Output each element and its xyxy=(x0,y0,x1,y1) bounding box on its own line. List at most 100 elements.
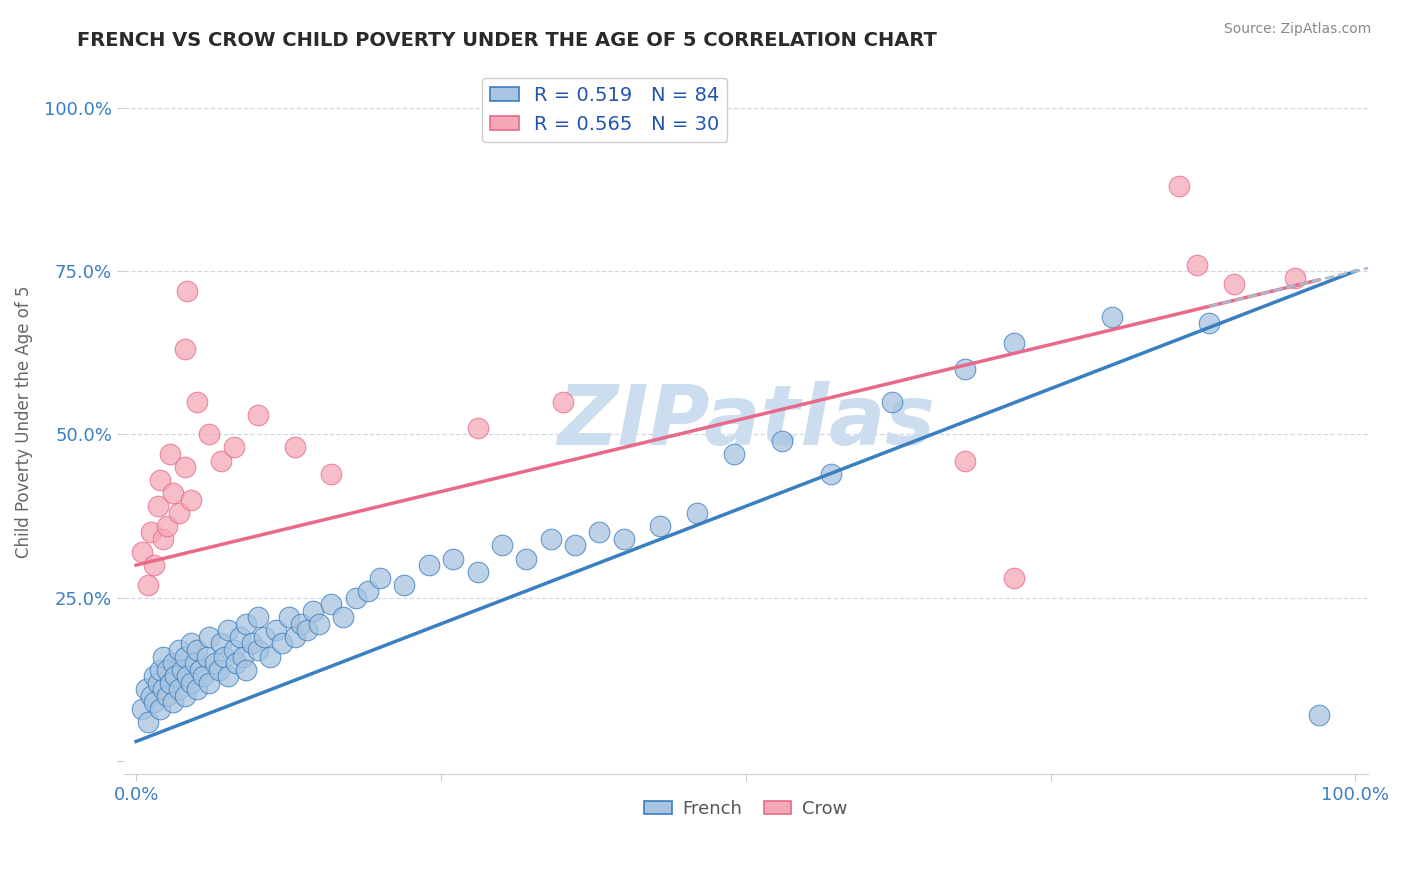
Point xyxy=(131,702,153,716)
Point xyxy=(551,394,574,409)
Point xyxy=(1222,277,1244,292)
Point xyxy=(955,362,977,376)
Point xyxy=(146,675,169,690)
Point xyxy=(186,394,208,409)
Point xyxy=(222,643,245,657)
Point xyxy=(295,624,318,638)
Point xyxy=(162,695,184,709)
Point xyxy=(173,343,195,357)
Point xyxy=(588,525,610,540)
Point xyxy=(186,682,208,697)
Point xyxy=(211,636,233,650)
Point xyxy=(159,447,181,461)
Point xyxy=(173,689,195,703)
Point xyxy=(955,453,977,467)
Point xyxy=(229,630,252,644)
Point xyxy=(284,441,307,455)
Text: ZIPatlas: ZIPatlas xyxy=(557,381,935,462)
Point xyxy=(394,577,416,591)
Point xyxy=(332,610,354,624)
Point xyxy=(253,630,276,644)
Point xyxy=(159,675,181,690)
Point xyxy=(167,506,190,520)
Point xyxy=(167,643,190,657)
Point xyxy=(564,538,586,552)
Point xyxy=(155,663,177,677)
Point xyxy=(613,532,636,546)
Point xyxy=(225,656,247,670)
Point xyxy=(418,558,440,572)
Point xyxy=(232,649,254,664)
Point xyxy=(1002,571,1025,585)
Point xyxy=(204,656,226,670)
Point xyxy=(357,584,380,599)
Point xyxy=(167,682,190,697)
Point xyxy=(1185,258,1208,272)
Point xyxy=(247,610,270,624)
Point xyxy=(143,669,166,683)
Point xyxy=(152,649,174,664)
Point xyxy=(146,500,169,514)
Point xyxy=(176,669,198,683)
Point xyxy=(152,682,174,697)
Point xyxy=(217,624,239,638)
Point xyxy=(240,636,263,650)
Point xyxy=(173,649,195,664)
Point xyxy=(271,636,294,650)
Point xyxy=(211,453,233,467)
Point xyxy=(143,558,166,572)
Text: Source: ZipAtlas.com: Source: ZipAtlas.com xyxy=(1223,22,1371,37)
Point xyxy=(165,669,187,683)
Point xyxy=(259,649,281,664)
Point xyxy=(155,519,177,533)
Point xyxy=(139,525,162,540)
Point xyxy=(208,663,231,677)
Point xyxy=(186,643,208,657)
Point xyxy=(149,702,172,716)
Point xyxy=(180,636,202,650)
Point xyxy=(155,689,177,703)
Point xyxy=(770,434,793,448)
Point xyxy=(162,486,184,500)
Point xyxy=(131,545,153,559)
Point xyxy=(162,656,184,670)
Point xyxy=(193,669,215,683)
Point xyxy=(1284,270,1306,285)
Point xyxy=(136,577,159,591)
Point xyxy=(195,649,218,664)
Point xyxy=(217,669,239,683)
Point xyxy=(321,467,343,481)
Y-axis label: Child Poverty Under the Age of 5: Child Poverty Under the Age of 5 xyxy=(15,285,32,558)
Point xyxy=(139,689,162,703)
Point xyxy=(149,663,172,677)
Point xyxy=(540,532,562,546)
Point xyxy=(302,604,325,618)
Point xyxy=(235,616,257,631)
Point xyxy=(198,427,221,442)
Point xyxy=(152,532,174,546)
Point xyxy=(650,519,672,533)
Point xyxy=(284,630,307,644)
Point xyxy=(136,714,159,729)
Point xyxy=(515,551,537,566)
Point xyxy=(173,460,195,475)
Point xyxy=(1198,316,1220,330)
Point xyxy=(143,695,166,709)
Point xyxy=(149,473,172,487)
Point xyxy=(1308,708,1330,723)
Point xyxy=(176,284,198,298)
Point xyxy=(247,408,270,422)
Point xyxy=(467,565,489,579)
Point xyxy=(308,616,330,631)
Point xyxy=(212,649,235,664)
Point xyxy=(321,597,343,611)
Point xyxy=(723,447,745,461)
Point xyxy=(172,663,194,677)
Point xyxy=(368,571,391,585)
Text: FRENCH VS CROW CHILD POVERTY UNDER THE AGE OF 5 CORRELATION CHART: FRENCH VS CROW CHILD POVERTY UNDER THE A… xyxy=(77,31,938,50)
Point xyxy=(820,467,842,481)
Point xyxy=(882,394,904,409)
Point xyxy=(344,591,367,605)
Point xyxy=(198,675,221,690)
Point xyxy=(277,610,299,624)
